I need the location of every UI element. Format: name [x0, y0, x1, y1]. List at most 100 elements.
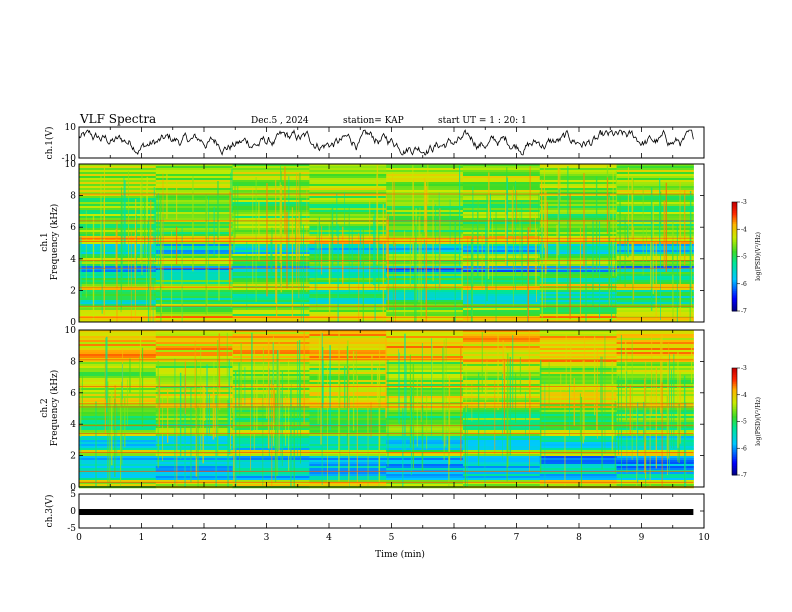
ch1-spectrogram-cell	[232, 230, 310, 233]
ch1-spectrogram-cell	[462, 186, 541, 189]
ch2-spectrogram-panel: 0 2 4 6 8 10	[65, 326, 705, 493]
colorbar-segment	[732, 423, 737, 426]
x-tick-label: 8	[576, 533, 582, 543]
ch2-spectrogram-cell	[462, 454, 541, 457]
ch2-spectrogram-cell	[386, 398, 464, 401]
ch1-spectrogram-cell	[309, 226, 387, 229]
ch1-spectrogram-cell	[462, 168, 541, 171]
ch1-spectrogram-cell	[232, 200, 310, 203]
ch2-spectrogram-cell	[386, 434, 464, 437]
ch1-spectrogram-cell	[616, 170, 694, 173]
ch2-spectrogram-cell	[309, 456, 387, 459]
ch1-spectrogram-cell	[79, 216, 157, 219]
ch1-spectrogram-cell	[155, 246, 234, 249]
ch1-spectrogram-cell	[232, 294, 310, 297]
ch2-spectrogram-cell	[616, 400, 694, 403]
ch1-spectrogram-cell	[616, 272, 694, 275]
ch2-spectrogram-cell	[462, 366, 541, 369]
ch2-spectrogram-cell	[232, 382, 310, 385]
ch2-spectrogram-cell	[79, 336, 157, 339]
ch2-spectrogram-cell	[539, 392, 618, 395]
ch1-colorbar: -3 -4 -5 -6 -7 log(PSD)(V²/Hz)	[731, 199, 762, 315]
ch1-spectrogram-cell	[155, 208, 234, 211]
ch2-spectrogram-cell	[539, 386, 618, 389]
ch2-spectrogram-cell	[462, 380, 541, 383]
ch2-spectrogram-cell	[386, 412, 464, 415]
ch1-spectrogram-cell	[79, 168, 157, 171]
ch1-spectrogram-cell	[232, 164, 310, 167]
ch1-spectrogram-cell	[232, 226, 310, 229]
ch1-spectrogram-cell	[155, 302, 234, 305]
ch1-spectrogram-cell	[309, 318, 387, 321]
ch2-spectrogram-cell	[232, 424, 310, 427]
ch1-spectrogram-cell	[462, 292, 541, 295]
ch1-spectrogram-cell	[309, 176, 387, 179]
colorbar-segment	[732, 294, 737, 297]
ch1-spectrogram-cell	[462, 234, 541, 237]
ch2-spectrogram-cell	[232, 432, 310, 435]
ch2-spectrogram-cell	[232, 456, 310, 459]
ch2-spectrogram-cell	[386, 396, 464, 399]
ch2-spectrogram-cell	[232, 422, 310, 425]
ch2-spectrogram-cell	[232, 372, 310, 375]
ch1-spectrogram-cell	[155, 194, 234, 197]
ch2-spectrogram-cell	[309, 418, 387, 421]
ch1-spectrogram-cell	[309, 292, 387, 295]
ch1-spectrogram-cell	[79, 288, 157, 291]
ch1-spectrogram-cell	[232, 232, 310, 235]
ch2-spectrogram-cell	[386, 384, 464, 387]
ch1-spectrogram-cell	[539, 170, 618, 173]
ch1-spectrogram-cell	[309, 300, 387, 303]
ch2-spectrogram-cell	[309, 454, 387, 457]
ch2-spectrogram-cell	[79, 436, 157, 439]
ch1-spectrogram-cell	[155, 304, 234, 307]
ch2-spectrogram-cell	[539, 396, 618, 399]
ch2-spectrogram-cell	[616, 346, 694, 349]
ch1-spectrogram-cell	[79, 258, 157, 261]
ch1-spectrogram-cell	[232, 280, 310, 283]
ch1-spectrogram-cell	[539, 212, 618, 215]
ch2-spectrogram-cell	[79, 378, 157, 381]
ch1-spectrogram-cell	[79, 190, 157, 193]
ch2-spectrogram-cell	[79, 440, 157, 443]
ch2-spectrogram-cell	[539, 430, 618, 433]
ch1-spectrogram-cell	[386, 168, 464, 171]
ch2-spectrogram-cell	[79, 426, 157, 429]
ch2-spectrogram-cell	[155, 448, 234, 451]
ch1-spectrogram-cell	[79, 272, 157, 275]
ch2-spectrogram-cell	[616, 336, 694, 339]
ch1-spectrogram-cell	[539, 246, 618, 249]
ch1-spectrogram-cell	[539, 214, 618, 217]
ch2-spectrogram-cell	[616, 482, 694, 485]
ch1-spectrogram-cell	[616, 168, 694, 171]
ch2-spectrogram-cell	[539, 340, 618, 343]
ch2-spectrogram-cell	[155, 412, 234, 415]
ch1-spectrogram-cell	[616, 302, 694, 305]
ch1-spectrogram-cell	[616, 224, 694, 227]
ch2-spectrogram-cell	[232, 348, 310, 351]
ch1-spectrogram-cell	[616, 284, 694, 287]
ch1-spectrogram-cell	[155, 244, 234, 247]
colorbar-segment	[732, 214, 737, 218]
ch1-spectrogram-cell	[309, 166, 387, 169]
ch2-spectrogram-cell	[386, 388, 464, 391]
ch2-spectrogram-cell	[232, 410, 310, 413]
ch1-spectrogram-cell	[232, 196, 310, 199]
ch1-spectrogram-cell	[462, 172, 541, 175]
ch2-spectrogram-cell	[539, 330, 618, 333]
ch1-spectrogram-cell	[616, 266, 694, 269]
ch1-spectrogram-cell	[309, 254, 387, 257]
ch1-spectrogram-cell	[539, 276, 618, 279]
ch2-spectrogram-cell	[79, 352, 157, 355]
ch2-spectrogram-cell	[232, 388, 310, 391]
ch1-spectrogram-cell	[155, 236, 234, 239]
ch2-spectrogram-cell	[386, 368, 464, 371]
ch1-spectrogram-cell	[616, 174, 694, 177]
ch2-spectrogram-cell	[616, 450, 694, 453]
ch1-spectrogram-cell	[616, 236, 694, 239]
ch1-spectrogram-cell	[539, 252, 618, 255]
ch1-spectrogram-cell	[386, 320, 464, 323]
colorbar-tick-label: -7	[741, 472, 747, 479]
ch1-spectrogram-cell	[155, 292, 234, 295]
ch1-spectrogram-cell	[616, 250, 694, 253]
